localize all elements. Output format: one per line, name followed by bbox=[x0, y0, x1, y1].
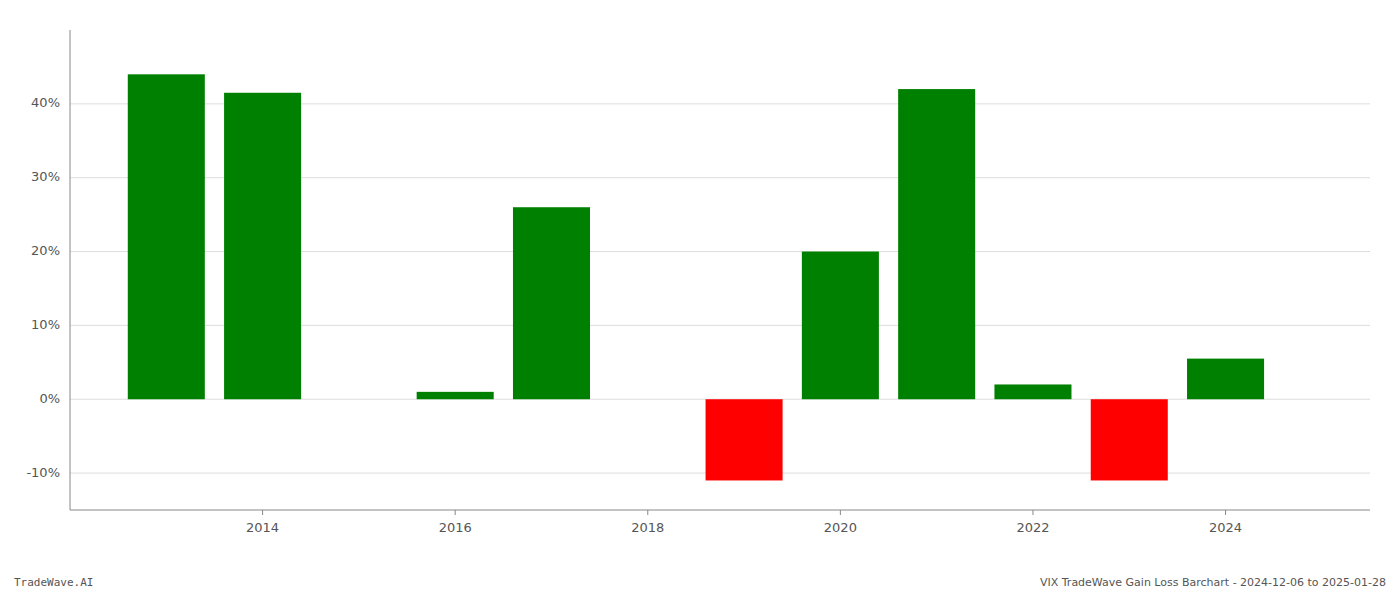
y-tick-labels: -10% 0% 10% 20% 30% 40% bbox=[26, 95, 60, 479]
chart-container: -10%0%10%20%30%40%2014201620182020202220… bbox=[0, 0, 1400, 600]
x-tick bbox=[1032, 510, 1033, 515]
axes bbox=[70, 30, 1370, 510]
footer: TradeWave.AI VIX TradeWave Gain Loss Barc… bbox=[14, 576, 1386, 589]
x-tick bbox=[840, 510, 841, 515]
y-tick-label: 40% bbox=[31, 95, 60, 110]
x-tick bbox=[455, 510, 456, 515]
bar bbox=[1187, 359, 1264, 400]
bar bbox=[224, 93, 301, 399]
x-tick-label: 2022 bbox=[1016, 520, 1049, 535]
y-tick-label: 30% bbox=[31, 169, 60, 184]
y-tick-label: 20% bbox=[31, 243, 60, 258]
y-tick-label: 0% bbox=[39, 391, 60, 406]
y-tick-label: -10% bbox=[26, 465, 60, 480]
x-tick-label: 2024 bbox=[1209, 520, 1242, 535]
bar bbox=[417, 392, 494, 399]
bar bbox=[128, 74, 205, 399]
bar bbox=[802, 252, 879, 400]
bar bbox=[513, 207, 590, 399]
y-axis-line bbox=[70, 30, 71, 510]
footer-left: TradeWave.AI bbox=[14, 576, 93, 589]
x-tick bbox=[1225, 510, 1226, 515]
x-tick-label: 2014 bbox=[246, 520, 279, 535]
footer-right: VIX TradeWave Gain Loss Barchart - 2024-… bbox=[1040, 576, 1386, 589]
x-ticks: 2014 2016 2018 2020 2022 2024 bbox=[246, 510, 1242, 535]
y-tick-label: 10% bbox=[31, 317, 60, 332]
background bbox=[0, 0, 1400, 600]
bars bbox=[128, 74, 1264, 480]
bar bbox=[898, 89, 975, 399]
chart-svg: -10%0%10%20%30%40%2014201620182020202220… bbox=[0, 0, 1400, 600]
x-tick bbox=[647, 510, 648, 515]
bar bbox=[1091, 399, 1168, 480]
x-tick-label: 2018 bbox=[631, 520, 664, 535]
bar bbox=[994, 384, 1071, 399]
x-tick-label: 2020 bbox=[824, 520, 857, 535]
bar bbox=[706, 399, 783, 480]
x-tick bbox=[262, 510, 263, 515]
x-axis-line bbox=[70, 510, 1370, 511]
x-tick-label: 2016 bbox=[439, 520, 472, 535]
